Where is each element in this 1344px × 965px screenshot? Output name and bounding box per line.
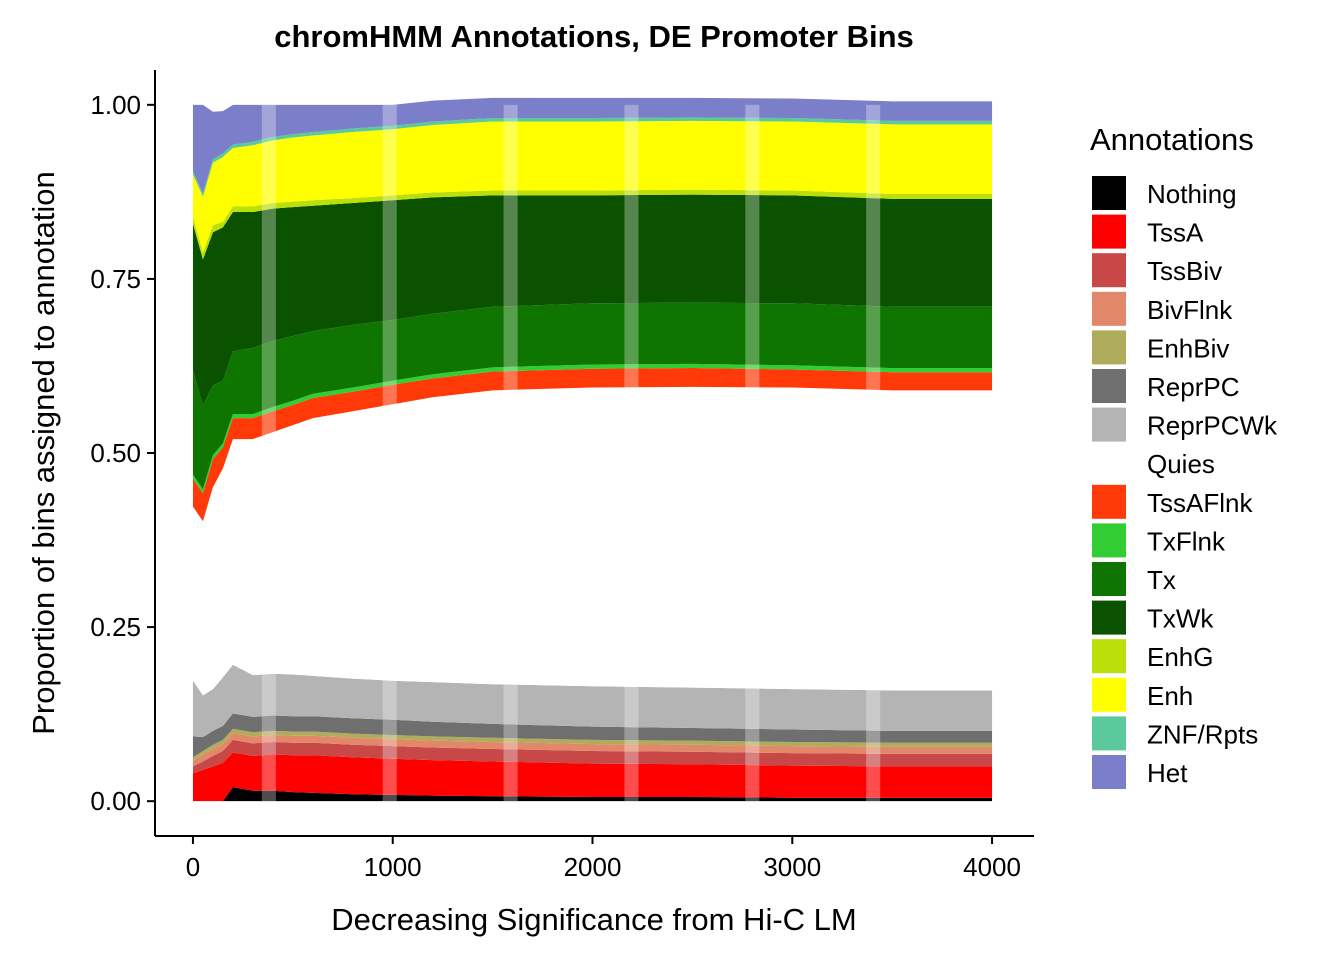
area-txwk [192, 194, 993, 406]
legend-item-nothing: Nothing [1092, 176, 1237, 210]
legend-item-tssaflnk: TssAFlnk [1092, 484, 1253, 519]
legend-item-enhg: EnhG [1092, 639, 1214, 674]
y-ticks: 0.00 0.25 0.50 0.75 1.00 [90, 90, 155, 816]
area-nothing [192, 787, 993, 802]
legend-item-tssa: TssA [1092, 214, 1204, 249]
x-tick-label: 3000 [763, 852, 821, 882]
plot-areas [192, 97, 993, 802]
highlight-band [261, 104, 276, 802]
legend-items: Nothing TssA TssBiv BivFlnk EnhBiv ReprPC Repr… [1092, 176, 1278, 789]
legend-swatch [1092, 484, 1126, 519]
legend-label: EnhG [1147, 642, 1214, 672]
legend-item-reprpc: ReprPC [1092, 369, 1239, 403]
legend-swatch [1092, 755, 1126, 789]
highlight-band [745, 104, 760, 802]
y-tick-label: 1.00 [90, 90, 141, 120]
x-tick-label: 4000 [963, 852, 1021, 882]
legend: Annotations Nothing TssA TssBiv BivFlnk EnhB… [1090, 122, 1278, 789]
legend-swatch [1092, 446, 1126, 481]
y-tick-label: 0.25 [90, 612, 141, 642]
legend-item-tx: Tx [1092, 562, 1176, 596]
legend-swatch [1092, 291, 1126, 326]
highlight-band [866, 104, 881, 802]
x-tick-label: 0 [186, 852, 200, 882]
highlight-bands [261, 104, 881, 802]
area-het [192, 97, 993, 194]
legend-label: ReprPCWk [1147, 411, 1278, 441]
x-tick-label: 2000 [564, 852, 622, 882]
legend-item-tssbiv: TssBiv [1092, 253, 1222, 288]
legend-label: Quies [1147, 449, 1215, 479]
x-axis-title: Decreasing Significance from Hi-C LM [331, 902, 856, 937]
legend-label: Tx [1147, 565, 1176, 595]
legend-label: TxWk [1147, 604, 1214, 634]
legend-label: ReprPC [1147, 372, 1239, 402]
y-tick-label: 0.50 [90, 438, 141, 468]
legend-item-txflnk: TxFlnk [1092, 523, 1226, 558]
legend-swatch [1092, 330, 1126, 365]
legend-item-enhbiv: EnhBiv [1092, 330, 1229, 365]
area-bivflnk [192, 732, 993, 767]
y-axis-title: Proportion of bins assigned to annotatio… [26, 171, 61, 735]
legend-label: TssA [1147, 218, 1204, 248]
area-reprpc [192, 713, 993, 758]
legend-swatch [1092, 716, 1126, 751]
legend-title: Annotations [1090, 122, 1254, 157]
legend-swatch [1092, 639, 1126, 674]
legend-item-reprpcwk: ReprPCWk [1092, 407, 1278, 442]
legend-swatch [1092, 523, 1126, 558]
area-enh [192, 120, 993, 253]
legend-item-het: Het [1092, 755, 1188, 789]
legend-item-quies: Quies [1092, 446, 1215, 481]
legend-item-bivflnk: BivFlnk [1092, 291, 1233, 326]
area-enhbiv [192, 728, 993, 761]
area-quies [192, 386, 993, 696]
legend-label: Nothing [1147, 179, 1237, 209]
area-enhg [192, 189, 993, 260]
legend-label: EnhBiv [1147, 333, 1229, 363]
area-tssbiv [192, 739, 993, 774]
legend-swatch [1092, 253, 1126, 288]
legend-item-enh: Enh [1092, 677, 1193, 712]
area-tssa [192, 752, 993, 802]
legend-swatch [1092, 562, 1126, 596]
legend-label: BivFlnk [1147, 295, 1233, 325]
legend-label: TssBiv [1147, 256, 1222, 286]
y-tick-label: 0.75 [90, 264, 141, 294]
area-tssaflnk [192, 368, 993, 522]
legend-swatch [1092, 407, 1126, 442]
legend-label: TxFlnk [1147, 526, 1226, 556]
highlight-band [382, 104, 397, 802]
legend-label: Het [1147, 758, 1188, 788]
x-ticks: 0 1000 2000 3000 4000 [186, 836, 1021, 882]
legend-item-txwk: TxWk [1092, 600, 1214, 635]
legend-swatch [1092, 369, 1126, 403]
legend-label: ZNF/Rpts [1147, 719, 1258, 749]
legend-label: Enh [1147, 681, 1193, 711]
legend-swatch [1092, 600, 1126, 635]
legend-swatch [1092, 677, 1126, 712]
legend-item-znf-rpts: ZNF/Rpts [1092, 716, 1258, 751]
highlight-band [503, 104, 518, 802]
area-reprpcwk [192, 664, 993, 738]
legend-swatch [1092, 214, 1126, 249]
legend-swatch [1092, 176, 1126, 210]
area-tx [192, 302, 993, 490]
x-tick-label: 1000 [364, 852, 422, 882]
highlight-band [624, 104, 639, 802]
chart-title: chromHMM Annotations, DE Promoter Bins [274, 19, 914, 54]
legend-label: TssAFlnk [1147, 488, 1253, 518]
y-tick-label: 0.00 [90, 786, 141, 816]
